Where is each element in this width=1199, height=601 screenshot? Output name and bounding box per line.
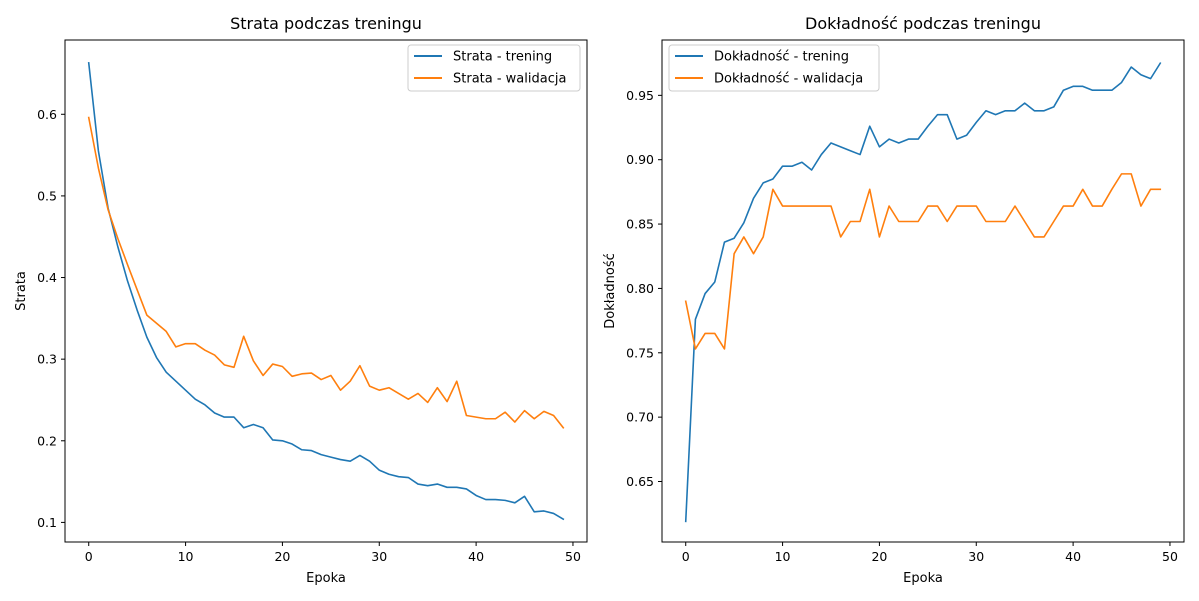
accuracy-x-tick-label: 30 [968,549,984,564]
loss-x-tick-label: 20 [274,549,290,564]
accuracy-y-tick-label: 0.80 [626,281,654,296]
loss-y-tick-label: 0.4 [37,270,57,285]
accuracy-plot-frame [661,39,1185,543]
accuracy-x-tick-label: 20 [871,549,887,564]
accuracy-y-tick-label: 0.65 [626,474,654,489]
loss-y-tick-label: 0.5 [37,188,57,203]
loss-legend-label-val: Strata - walidacja [453,72,566,87]
loss-series-layer [87,61,565,521]
accuracy-x-tick-label: 40 [1065,549,1081,564]
loss-legend: Strata - trening Strata - walidacja [407,44,581,92]
accuracy-chart-title: Dokładność podczas treningu [805,14,1041,33]
accuracy-legend-label-val: Dokładność - walidacja [714,72,863,87]
loss-chart: Strata podczas treningu 0 10 20 30 40 50 0.10… [14,14,588,586]
accuracy-y-tick-label: 0.70 [626,410,654,425]
loss-x-tick-label: 40 [468,549,484,564]
accuracy-y-tick-label: 0.75 [626,345,654,360]
loss-x-tick-label: 30 [371,549,387,564]
loss-series-line-val [87,116,565,429]
accuracy-y-tick-label: 0.95 [626,88,654,103]
accuracy-series-layer [684,62,1162,523]
loss-x-tick-label: 0 [85,549,93,564]
accuracy-y-axis-label: Dokładność [603,253,618,329]
loss-x-ticks: 0 10 20 30 40 50 [85,542,581,564]
loss-y-axis-label: Strata [14,271,29,311]
accuracy-y-tick-label: 0.90 [626,152,654,167]
accuracy-y-tick-label: 0.85 [626,217,654,232]
accuracy-legend: Dokładność - trening Dokładność - walida… [668,44,880,92]
accuracy-series-line-train [684,62,1162,523]
accuracy-x-tick-label: 10 [775,549,791,564]
accuracy-legend-label-train: Dokładność - trening [714,50,849,65]
accuracy-x-ticks: 0 10 20 30 40 50 [682,542,1178,564]
loss-y-ticks: 0.1 0.2 0.3 0.4 0.5 0.6 [37,107,65,530]
loss-legend-box [407,44,581,92]
loss-y-tick-label: 0.2 [37,433,57,448]
accuracy-legend-box [668,44,880,92]
accuracy-x-tick-label: 0 [682,549,690,564]
accuracy-x-tick-label: 50 [1162,549,1178,564]
loss-x-tick-label: 50 [565,549,581,564]
accuracy-chart: Dokładność podczas treningu 0 10 20 30 40 50 … [603,14,1185,586]
accuracy-y-ticks: 0.65 0.70 0.75 0.80 0.85 0.90 0.95 [626,88,662,489]
loss-chart-title: Strata podczas treningu [230,14,422,33]
loss-plot-frame [64,39,588,543]
loss-y-tick-label: 0.6 [37,107,57,122]
loss-x-tick-label: 10 [178,549,194,564]
loss-x-axis-label: Epoka [306,571,346,586]
loss-y-tick-label: 0.3 [37,352,57,367]
accuracy-x-axis-label: Epoka [903,571,943,586]
loss-legend-label-train: Strata - trening [453,50,552,65]
loss-series-line-train [87,61,565,521]
loss-y-tick-label: 0.1 [37,515,57,530]
accuracy-series-line-val [684,173,1162,350]
